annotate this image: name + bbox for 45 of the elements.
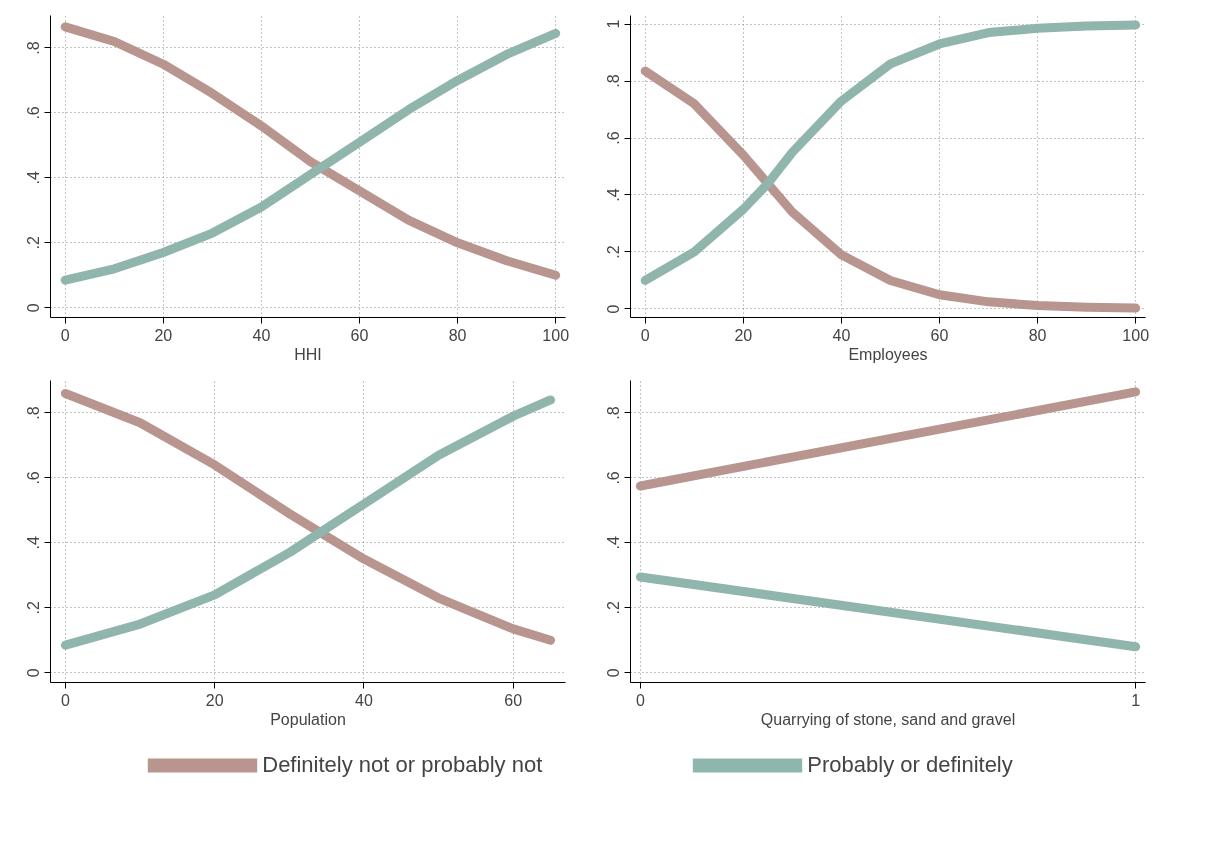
x-tick-label: 20	[205, 691, 224, 709]
x-tick-label: 80	[448, 326, 467, 344]
x-tick-label: 0	[60, 691, 70, 709]
y-tick-label: 0	[605, 668, 623, 678]
x-tick-label: 40	[832, 326, 851, 344]
x-tick-label: 60	[504, 691, 523, 709]
y-tick-label: .6	[605, 471, 623, 485]
x-tick-label: 100	[542, 326, 570, 344]
y-tick-label: 0	[25, 668, 43, 678]
y-tick-label: .2	[605, 245, 623, 259]
x-tick-label: 40	[355, 691, 373, 709]
y-tick-label: .4	[605, 188, 623, 202]
y-tick-label: .2	[605, 601, 623, 615]
x-tick-label: 100	[1122, 326, 1150, 344]
x-tick-label: 0	[635, 691, 645, 709]
x-tick-label: 80	[1028, 326, 1047, 344]
x-tick-label: 20	[154, 326, 173, 344]
y-tick-label: 1	[605, 19, 623, 29]
x-axis-title: HHI	[294, 345, 322, 363]
x-tick-label: 0	[640, 326, 650, 344]
x-tick-label: 40	[252, 326, 271, 344]
y-tick-label: .2	[25, 236, 43, 250]
y-tick-label: .6	[25, 106, 43, 120]
legend-label: Probably or definitely	[807, 752, 1013, 778]
x-tick-label: 1	[1131, 691, 1141, 709]
legend-label: Definitely not or probably not	[262, 752, 543, 778]
x-tick-label: 0	[60, 326, 70, 344]
y-tick-label: 0	[605, 304, 623, 314]
y-tick-label: .4	[605, 536, 623, 550]
y-tick-label: .8	[605, 74, 623, 88]
x-axis-title: Employees	[848, 345, 928, 363]
y-tick-label: .6	[605, 131, 623, 145]
x-axis-title: Population	[270, 710, 346, 728]
y-tick-label: .4	[25, 536, 43, 550]
y-tick-label: .8	[25, 41, 43, 55]
y-tick-label: .4	[25, 171, 43, 185]
y-tick-label: .2	[25, 601, 43, 615]
x-axis-title: Quarrying of stone, sand and gravel	[760, 710, 1016, 728]
y-tick-label: .6	[25, 471, 43, 485]
x-tick-label: 20	[734, 326, 753, 344]
x-tick-label: 60	[350, 326, 369, 344]
y-tick-label: .8	[605, 406, 623, 420]
x-tick-label: 60	[930, 326, 949, 344]
y-tick-label: .8	[25, 406, 43, 420]
y-tick-label: 0	[25, 303, 43, 313]
